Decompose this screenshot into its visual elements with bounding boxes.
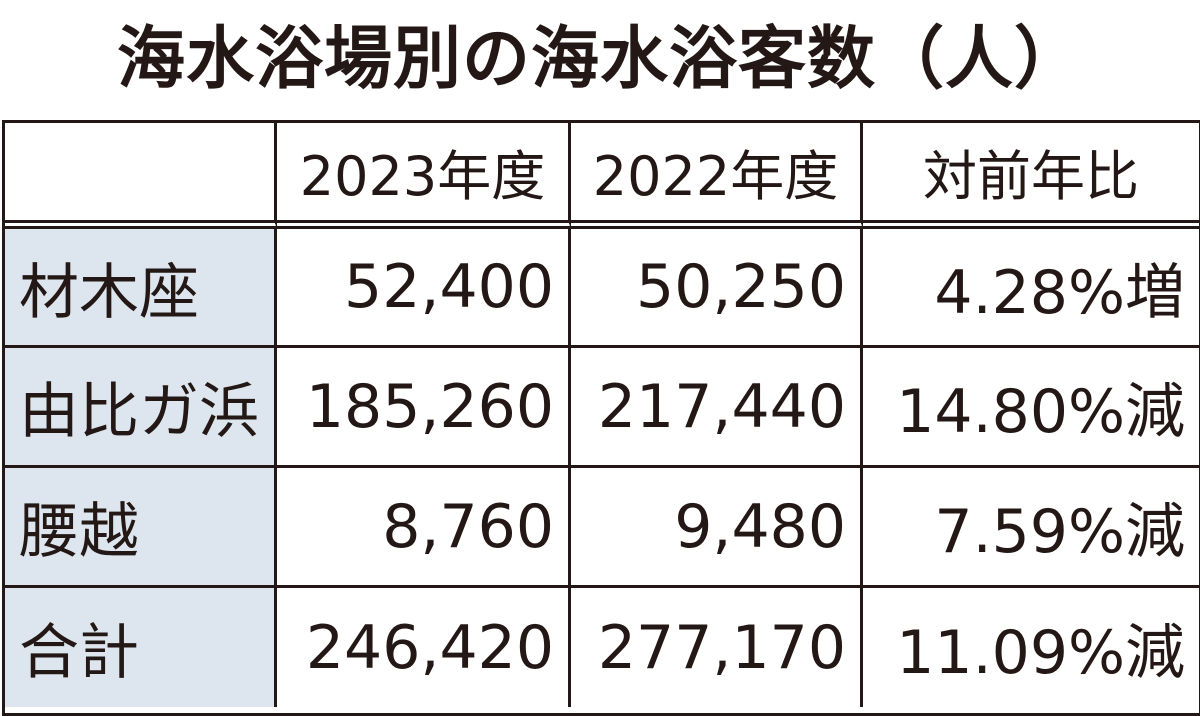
title: 海水浴場別の海水浴客数（人） [116, 20, 1083, 99]
table: 2023年度 2022年度 対前年比材木座 52,400 50,250 4.28%増由比ガ… [2, 120, 1200, 716]
header-corner [5, 123, 277, 229]
table-cell: 246,420 [277, 588, 571, 707]
row-label: 腰越 [5, 468, 277, 588]
table-cell: 4.28%増 [863, 229, 1199, 348]
row-label: 合計 [5, 588, 277, 707]
table-cell: 14.80%減 [863, 348, 1199, 468]
table-cell: 185,260 [277, 348, 571, 468]
row-label: 由比ガ浜 [5, 348, 277, 468]
table-cell: 277,170 [571, 588, 863, 707]
table-cell: 52,400 [277, 229, 571, 348]
table-cell: 50,250 [571, 229, 863, 348]
row-label: 材木座 [5, 229, 277, 348]
column-header: 2022年度 [571, 123, 863, 229]
column-header: 対前年比 [863, 123, 1199, 229]
table-cell: 11.09%減 [896, 618, 1185, 688]
table-cell: 8,760 [277, 468, 571, 588]
table-cell: 9,480 [571, 468, 863, 588]
column-header: 2023年度 [277, 123, 571, 229]
table-cell: 7.59%減 [863, 468, 1199, 588]
table-cell: 217,440 [571, 348, 863, 468]
